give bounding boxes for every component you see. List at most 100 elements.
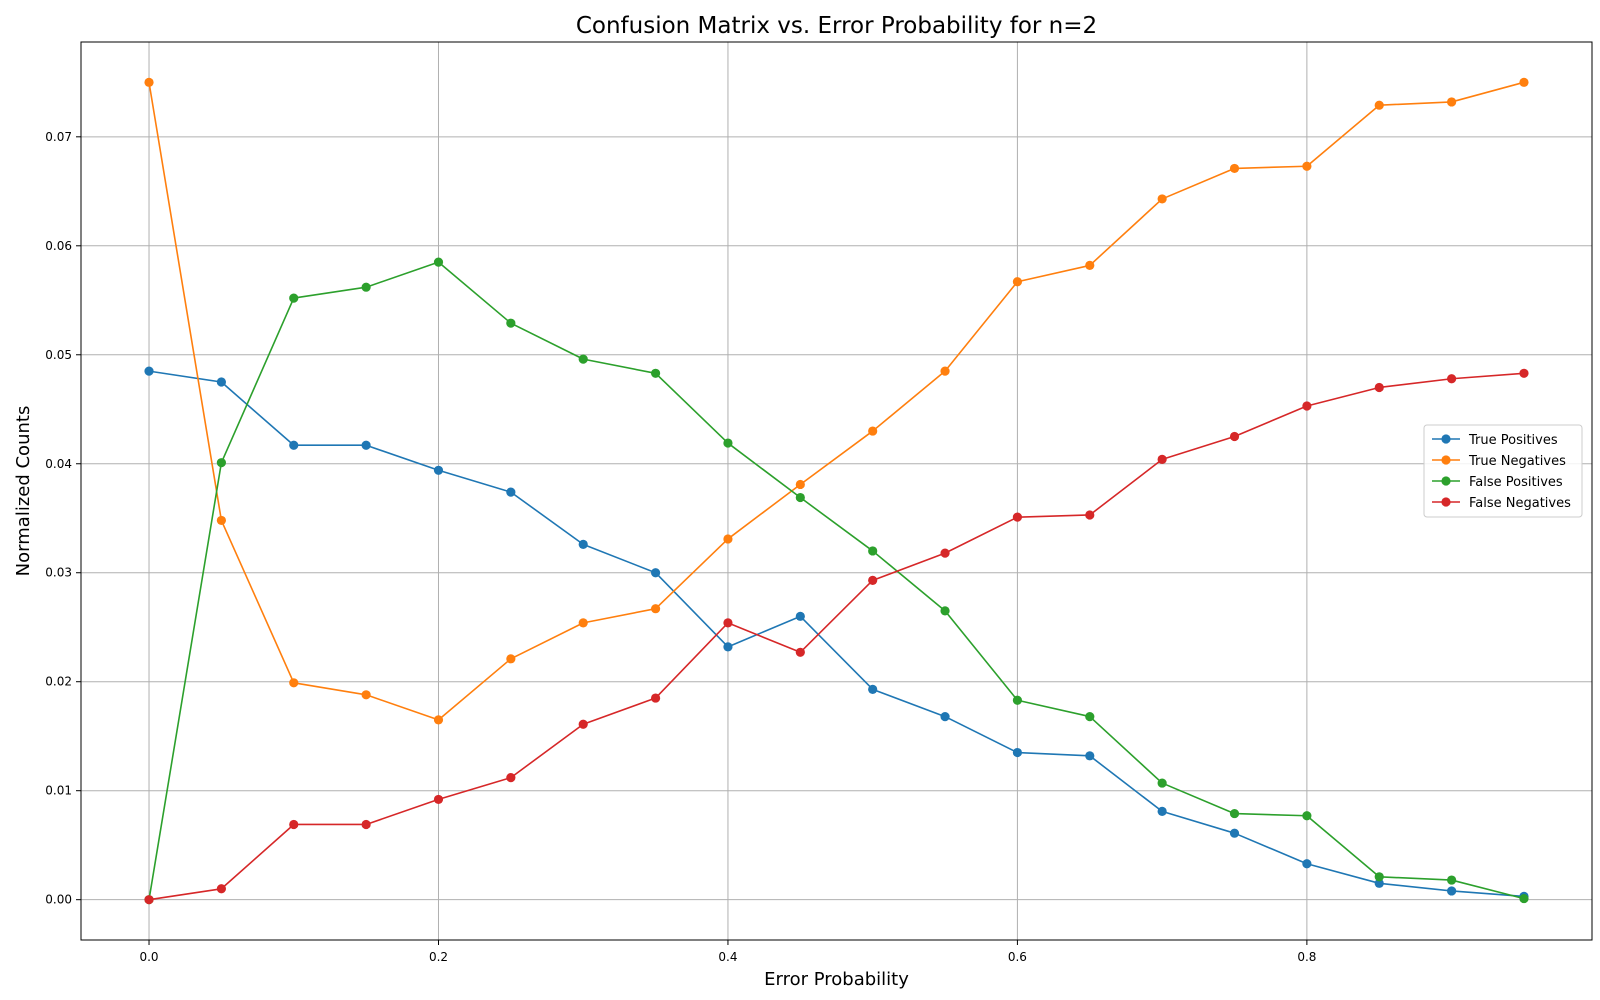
data-point	[1085, 510, 1095, 520]
series-line	[148, 261, 1525, 900]
data-point	[361, 440, 371, 450]
y-tick-label: 0.02	[45, 675, 72, 689]
data-point	[723, 438, 733, 448]
data-point	[361, 690, 371, 700]
series-true-negatives	[144, 77, 1529, 725]
data-point	[940, 548, 950, 558]
data-point	[1447, 886, 1457, 896]
legend-marker	[1441, 434, 1451, 444]
x-tick-label: 0.8	[1297, 950, 1316, 964]
legend-marker	[1441, 497, 1451, 507]
legend-box	[1423, 424, 1583, 518]
legend-item: True Positives	[1432, 433, 1558, 448]
data-point	[1012, 277, 1023, 287]
data-point	[940, 606, 950, 616]
series-true-positives	[144, 366, 1529, 902]
data-point	[1302, 811, 1312, 821]
data-point	[506, 773, 516, 783]
data-point	[1374, 100, 1384, 110]
data-point	[795, 611, 805, 621]
data-point	[216, 884, 226, 894]
series-false-negatives	[144, 368, 1529, 905]
y-tick-label: 0.07	[45, 130, 72, 144]
data-point	[216, 515, 226, 526]
x-axis-label: Error Probability	[764, 969, 909, 990]
x-tick-label: 0.2	[429, 950, 448, 964]
y-tick-label: 0.06	[45, 239, 72, 253]
data-point	[868, 684, 878, 694]
data-point	[1012, 747, 1023, 758]
axis-ticks: 0.0 0.2 0.4 0.6 0.8 0.00 0.01 0.02 0.03 0.04 0.05 0…	[45, 130, 1316, 964]
data-point	[868, 575, 878, 585]
series-group	[144, 77, 1529, 905]
data-point	[795, 492, 805, 503]
data-point	[1157, 194, 1167, 204]
data-point	[578, 719, 588, 729]
data-point	[1012, 695, 1023, 705]
data-point	[1085, 711, 1095, 722]
data-point	[1229, 431, 1240, 442]
legend: True Positives True Negatives False Positi…	[1423, 424, 1583, 518]
data-point	[289, 440, 299, 450]
data-point	[433, 257, 444, 267]
data-point	[1302, 161, 1312, 171]
series-false-positives	[144, 257, 1529, 905]
data-point	[1229, 163, 1240, 174]
data-point	[1302, 401, 1312, 411]
legend-marker	[1441, 476, 1451, 486]
series-line	[148, 372, 1525, 901]
data-point	[1374, 872, 1384, 882]
legend-label: True Negatives	[1468, 454, 1566, 469]
data-point	[723, 534, 733, 544]
data-point	[144, 895, 154, 905]
data-point	[723, 642, 733, 652]
data-point	[433, 465, 444, 475]
data-point	[433, 715, 444, 725]
series-line	[148, 370, 1525, 898]
data-point	[144, 366, 154, 376]
data-point	[650, 568, 661, 578]
data-point	[795, 647, 805, 657]
grid	[81, 42, 1592, 940]
y-tick-label: 0.03	[45, 566, 72, 580]
y-tick-label: 0.01	[45, 784, 72, 798]
data-point	[289, 819, 299, 830]
data-point	[868, 546, 878, 556]
data-point	[1157, 454, 1167, 464]
data-point	[216, 458, 226, 468]
data-point	[1229, 828, 1240, 838]
data-point	[1519, 893, 1529, 904]
chart-title: Confusion Matrix vs. Error Probability f…	[576, 13, 1097, 39]
data-point	[433, 794, 444, 805]
data-point	[795, 479, 805, 490]
data-point	[1085, 751, 1095, 761]
data-point	[723, 618, 733, 628]
data-point	[650, 604, 661, 614]
data-point	[650, 368, 661, 378]
data-point	[506, 654, 516, 664]
data-point	[868, 426, 878, 436]
data-point	[1302, 859, 1312, 869]
data-point	[289, 293, 299, 303]
legend-item: True Negatives	[1432, 454, 1566, 469]
x-tick-label: 0.4	[718, 950, 737, 964]
data-point	[1157, 806, 1167, 817]
data-point	[1085, 260, 1095, 271]
data-point	[1157, 778, 1167, 788]
data-point	[1519, 77, 1529, 87]
legend-item: False Positives	[1432, 475, 1563, 490]
legend-item: False Negatives	[1432, 496, 1571, 511]
series-line	[148, 81, 1525, 721]
data-point	[940, 711, 950, 722]
data-point	[578, 354, 588, 364]
data-point	[361, 819, 371, 830]
data-point	[1374, 878, 1384, 888]
data-point	[1229, 808, 1240, 819]
legend-marker	[1441, 455, 1451, 465]
data-point	[1447, 875, 1457, 885]
y-tick-label: 0.05	[45, 348, 72, 362]
data-point	[506, 318, 516, 328]
data-point	[578, 539, 588, 550]
legend-label: False Positives	[1469, 475, 1563, 490]
data-point	[1012, 512, 1023, 522]
